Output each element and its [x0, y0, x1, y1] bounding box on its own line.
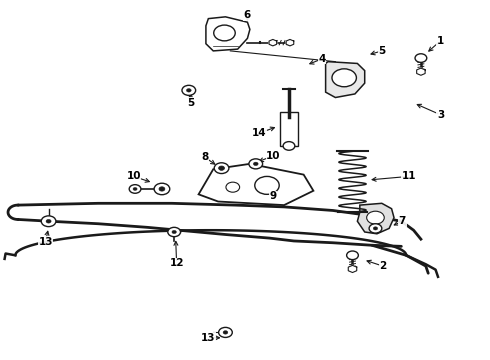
Polygon shape [286, 40, 294, 46]
Text: 14: 14 [251, 129, 266, 138]
Text: 10: 10 [266, 150, 281, 161]
Text: 5: 5 [188, 98, 195, 108]
Circle shape [253, 162, 258, 166]
Text: 2: 2 [379, 261, 387, 271]
Circle shape [369, 224, 382, 233]
Circle shape [154, 183, 170, 195]
Text: 3: 3 [437, 110, 444, 120]
Circle shape [373, 227, 378, 230]
Circle shape [168, 227, 180, 237]
Text: 1: 1 [437, 36, 444, 46]
Polygon shape [416, 68, 425, 75]
Polygon shape [357, 203, 394, 234]
Polygon shape [269, 40, 277, 46]
Circle shape [219, 166, 224, 170]
Text: 13: 13 [201, 333, 216, 343]
Circle shape [159, 187, 165, 191]
Circle shape [255, 176, 279, 194]
Text: 13: 13 [38, 237, 53, 247]
Circle shape [41, 216, 56, 226]
Text: 10: 10 [126, 171, 141, 181]
Circle shape [249, 159, 263, 169]
Circle shape [415, 54, 427, 62]
Circle shape [214, 25, 235, 41]
Circle shape [332, 69, 356, 87]
Bar [280, 112, 298, 146]
Circle shape [46, 219, 51, 223]
Circle shape [129, 185, 141, 193]
Circle shape [186, 89, 191, 92]
Circle shape [214, 163, 229, 174]
Circle shape [182, 85, 196, 95]
Text: 11: 11 [401, 171, 416, 181]
Circle shape [133, 188, 137, 190]
Text: 12: 12 [170, 258, 184, 268]
Polygon shape [326, 62, 365, 98]
Text: 8: 8 [201, 152, 209, 162]
Circle shape [367, 211, 384, 224]
Text: 6: 6 [244, 10, 251, 20]
Circle shape [346, 251, 358, 260]
Polygon shape [348, 265, 357, 273]
Circle shape [172, 230, 176, 234]
Text: 4: 4 [318, 54, 326, 64]
Circle shape [223, 330, 228, 334]
Text: 9: 9 [270, 191, 277, 201]
Polygon shape [206, 17, 250, 51]
Circle shape [219, 327, 232, 337]
Text: 5: 5 [378, 46, 386, 56]
Circle shape [226, 182, 240, 192]
Polygon shape [198, 164, 314, 205]
Text: 7: 7 [399, 216, 406, 226]
Circle shape [283, 141, 295, 150]
